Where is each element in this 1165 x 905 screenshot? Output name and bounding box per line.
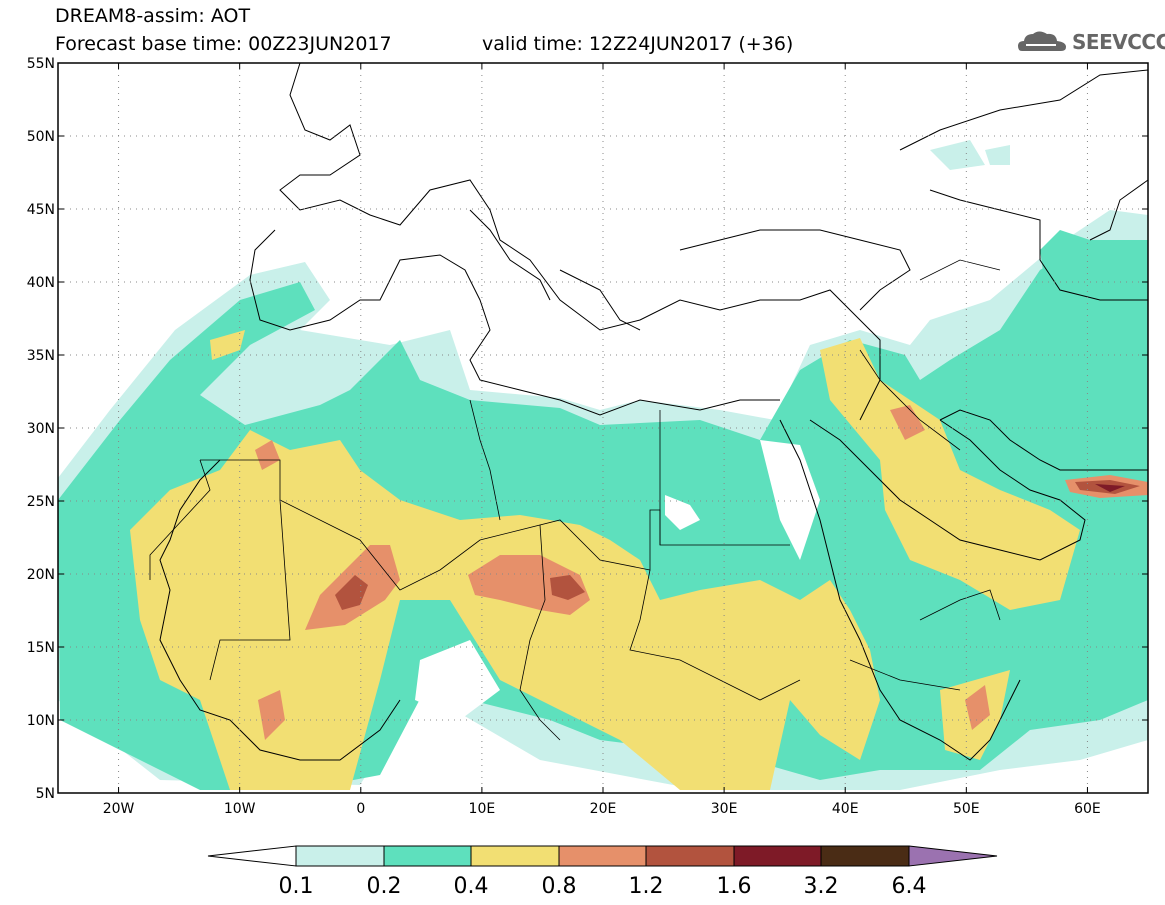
aot-field xyxy=(58,140,1148,790)
aot-level-6 xyxy=(1095,484,1125,492)
cloud-icon xyxy=(1018,31,1066,51)
lon-label: 10W xyxy=(224,801,256,817)
colorbar-label: 0.4 xyxy=(454,874,489,899)
colorbar-label: 0.2 xyxy=(367,874,402,899)
borders xyxy=(149,259,1001,741)
colorbar-box xyxy=(820,845,910,867)
lon-label: 10E xyxy=(469,801,496,817)
lat-label: 10N xyxy=(27,713,55,729)
colorbar-box xyxy=(470,845,560,867)
aot-clear xyxy=(415,640,500,720)
aot-level-3 xyxy=(130,430,880,790)
aot-level-1 xyxy=(985,145,1010,165)
colorbar-box xyxy=(645,845,735,867)
aot-clear xyxy=(665,495,700,530)
lon-label: 60E xyxy=(1074,801,1101,817)
lon-label: 30E xyxy=(711,801,738,817)
colorbar-arrow-low xyxy=(207,845,297,867)
colorbar-label: 1.6 xyxy=(717,874,752,899)
aot-level-3 xyxy=(210,330,245,360)
colorbar-label: 0.1 xyxy=(279,874,314,899)
colorbar-box xyxy=(383,845,472,867)
aot-level-5 xyxy=(335,575,368,610)
lat-label: 30N xyxy=(27,421,55,437)
coastlines xyxy=(159,63,1148,761)
forecast-base-time: Forecast base time: 00Z23JUN2017 xyxy=(55,33,392,55)
aot-level-4 xyxy=(890,405,925,440)
aot-level-5 xyxy=(550,575,585,600)
aot-level-2 xyxy=(1040,230,1100,290)
aot-level-4 xyxy=(255,440,280,470)
colorbar-label: 0.8 xyxy=(542,874,577,899)
lat-label: 50N xyxy=(27,129,55,145)
lon-label: 40E xyxy=(832,801,859,817)
colorbar-box xyxy=(558,845,647,867)
colorbar: 0.1 0.2 0.4 0.8 1.2 1.6 3.2 6.4 xyxy=(207,845,998,899)
aot-level-4 xyxy=(258,690,285,740)
colorbar-label: 1.2 xyxy=(629,874,664,899)
lat-label: 40N xyxy=(27,275,55,291)
aot-clear xyxy=(760,440,820,560)
map-title: DREAM8-assim: AOT xyxy=(55,5,251,27)
lat-label: 35N xyxy=(27,348,55,364)
lon-label: 50E xyxy=(953,801,980,817)
lat-label: 55N xyxy=(27,56,55,72)
lon-label: 20W xyxy=(103,801,135,817)
lat-label: 25N xyxy=(27,494,55,510)
colorbar-arrow-high xyxy=(908,845,998,867)
valid-time: valid time: 12Z24JUN2017 (+36) xyxy=(482,33,794,55)
colorbar-label: 3.2 xyxy=(804,874,839,899)
aot-level-4 xyxy=(468,555,590,615)
lat-label: 20N xyxy=(27,567,55,583)
aot-level-3 xyxy=(820,338,1080,610)
lat-label: 15N xyxy=(27,640,55,656)
aot-level-4 xyxy=(965,685,990,730)
lon-label: 0 xyxy=(356,801,365,817)
colorbar-label: 6.4 xyxy=(892,874,927,899)
lat-label: 5N xyxy=(36,786,55,802)
aot-level-1 xyxy=(930,140,985,170)
logo-text: SEEVCCC xyxy=(1072,30,1165,54)
colorbar-box xyxy=(733,845,822,867)
lon-label: 20E xyxy=(590,801,617,817)
colorbar-box xyxy=(295,845,385,867)
lat-label: 45N xyxy=(27,202,55,218)
